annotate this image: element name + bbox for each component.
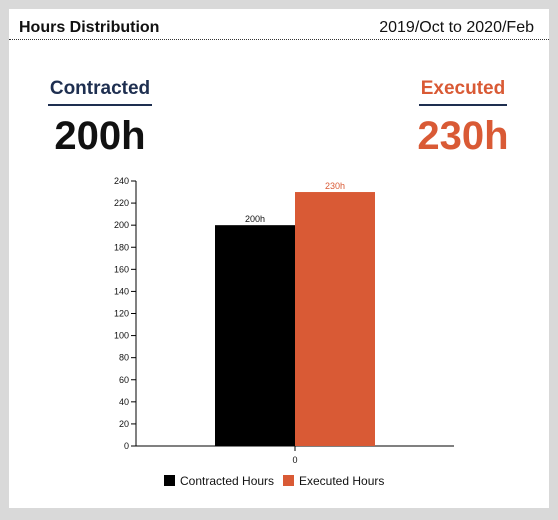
executed-label: Executed [418, 78, 508, 106]
y-tick-label: 240 [114, 176, 129, 186]
hours-bar-chart: 0 20 40 60 80 100 120 140 160 180 200 220 240 0 200h 23… [114, 176, 454, 488]
y-tick-label: 140 [114, 286, 129, 296]
y-tick-label: 100 [114, 331, 129, 341]
x-tick-label: 0 [292, 455, 297, 465]
executed-kpi: Executed 230h [411, 78, 515, 159]
date-range: 2019/Oct to 2020/Feb [379, 19, 534, 36]
card-title: Hours Distribution [19, 19, 160, 36]
legend-swatch [164, 475, 175, 486]
y-tick-label: 180 [114, 242, 129, 252]
y-tick-label: 80 [119, 353, 129, 363]
legend-label: Contracted Hours [180, 474, 274, 488]
y-tick-label: 220 [114, 198, 129, 208]
card-header: Hours Distribution 2019/Oct to 2020/Feb [9, 9, 549, 40]
y-tick-label: 40 [119, 397, 129, 407]
contracted-kpi: Contracted 200h [42, 78, 158, 159]
legend-label: Executed Hours [299, 474, 384, 488]
y-tick-label: 160 [114, 264, 129, 274]
contracted-label: Contracted [47, 78, 153, 106]
bar-contracted [215, 225, 295, 446]
hours-distribution-card: Hours Distribution 2019/Oct to 2020/Feb … [9, 9, 549, 508]
y-tick-label: 200 [114, 220, 129, 230]
y-tick-label: 120 [114, 309, 129, 319]
legend-swatch [283, 475, 294, 486]
executed-value: 230h [417, 114, 509, 158]
bar-executed [295, 192, 375, 446]
bar-data-label: 200h [245, 214, 265, 224]
y-tick-label: 0 [124, 441, 129, 451]
y-tick-label: 20 [119, 419, 129, 429]
bar-data-label: 230h [325, 181, 345, 191]
contracted-value: 200h [54, 114, 146, 158]
y-tick-label: 60 [119, 375, 129, 385]
